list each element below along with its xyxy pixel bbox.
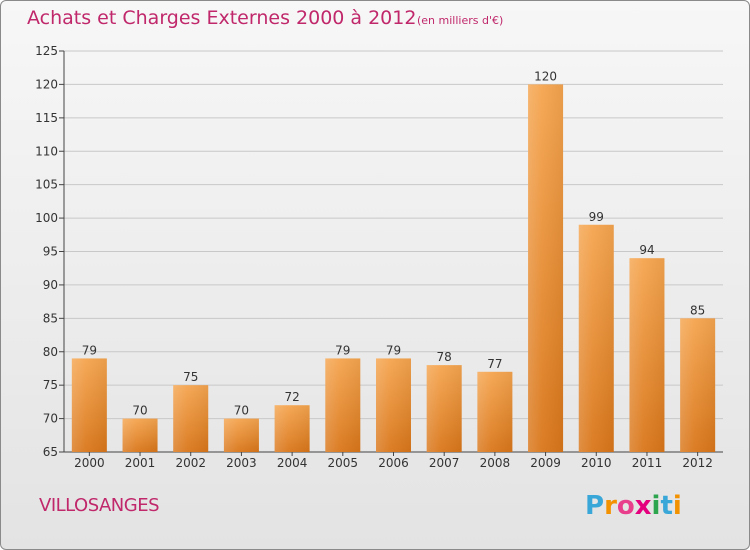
logo-letter: o [616,491,635,521]
y-tick-label: 95 [43,245,58,259]
y-tick-label: 75 [43,378,58,392]
logo-letter: i [672,491,682,521]
value-label-2007: 78 [437,350,452,364]
proxiti-logo: Proxiti [585,491,682,521]
value-label-2011: 94 [639,243,654,257]
logo-letter: r [604,491,617,521]
bar-shine-2006 [376,358,411,452]
y-tick-label: 110 [35,144,58,158]
bar-shine-2001 [122,418,158,452]
chart-title: Achats et Charges Externes 2000 à 2012 [27,7,417,29]
x-tick-label-2009: 2009 [530,456,561,470]
logo-letter: x [634,491,652,521]
x-tick-label-2006: 2006 [378,456,409,470]
y-tick-label: 85 [43,311,58,325]
value-label-2004: 72 [284,390,299,404]
x-tick-label-2004: 2004 [277,456,308,470]
value-label-2006: 79 [386,343,401,357]
value-label-2002: 75 [183,370,198,384]
value-label-2003: 70 [234,404,249,418]
bar-shine-2007 [426,365,462,452]
x-tick-label-2000: 2000 [74,456,105,470]
bar-shine-2003 [223,418,259,452]
y-tick-label: 120 [35,77,58,91]
x-tick-label-2005: 2005 [328,456,359,470]
value-label-2001: 70 [132,404,147,418]
x-tick-label-2002: 2002 [175,456,206,470]
y-tick-label: 90 [43,278,58,292]
value-label-2008: 77 [487,357,502,371]
y-tick-label: 100 [35,211,58,225]
x-tick-label-2001: 2001 [125,456,156,470]
x-tick-label-2003: 2003 [226,456,257,470]
y-tick-label: 115 [35,111,58,125]
value-label-2010: 99 [589,210,604,224]
value-label-2009: 120 [534,69,557,83]
x-tick-label-2008: 2008 [480,456,511,470]
logo-letter: i [651,491,661,521]
bar-shine-2009 [528,84,564,453]
bar-shine-2011 [629,258,665,452]
logo-letter: t [660,491,673,521]
bar-shine-2004 [274,405,310,452]
y-tick-label: 105 [35,178,58,192]
y-tick-label: 80 [43,345,58,359]
chart-unit: (en milliers d'€) [417,14,504,27]
x-tick-label-2012: 2012 [682,456,713,470]
bar-shine-2010 [578,224,614,452]
y-tick-label: 65 [43,445,58,459]
bar-shine-2005 [325,358,361,452]
x-tick-label-2010: 2010 [581,456,612,470]
value-label-2012: 85 [690,303,705,317]
value-label-2000: 79 [82,343,97,357]
bar-shine-2000 [71,358,107,452]
y-tick-label: 70 [43,412,58,426]
bar-shine-2008 [477,371,513,452]
value-label-2005: 79 [335,343,350,357]
y-tick-label: 125 [35,44,58,58]
bar-shine-2002 [173,385,209,452]
x-tick-label-2007: 2007 [429,456,460,470]
logo-letter: P [585,491,605,521]
commune-name: VILLOSANGES [39,495,160,516]
x-tick-label-2011: 2011 [632,456,663,470]
bar-shine-2012 [680,318,716,452]
